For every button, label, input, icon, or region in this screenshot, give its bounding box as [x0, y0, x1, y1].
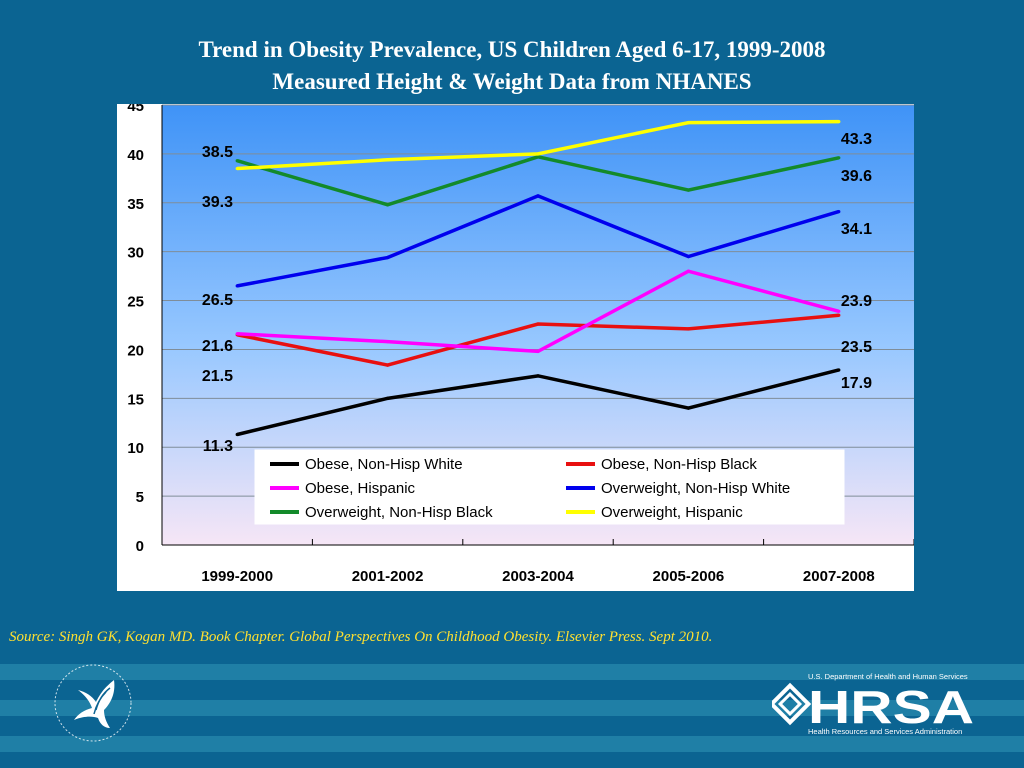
legend-box: [254, 449, 845, 525]
x-tick-label: 2001-2002: [352, 568, 424, 585]
y-tick-label: 35: [127, 196, 144, 213]
data-label: 23.5: [841, 339, 872, 356]
data-point-overweight-non-hisp-white: [686, 254, 691, 259]
y-tick-label: 45: [127, 104, 144, 115]
footer-stripe: [0, 736, 1024, 752]
data-point-obese-hispanic: [536, 349, 540, 353]
legend-label-obese-non-hisp-white: Obese, Non-Hisp White: [305, 456, 463, 473]
data-label: 39.3: [202, 194, 233, 211]
data-point-overweight-non-hisp-white: [837, 209, 841, 214]
x-tick-label: 1999-2000: [201, 568, 273, 585]
data-point-obese-non-hisp-white: [536, 374, 540, 378]
hrsa-logo-wordmark: HRSA: [808, 681, 974, 733]
data-point-obese-non-hisp-black: [686, 327, 691, 331]
data-label: 17.9: [841, 375, 872, 392]
data-point-obese-non-hisp-black: [536, 322, 540, 326]
data-label: 11.3: [203, 438, 233, 455]
data-point-obese-non-hisp-black: [837, 313, 841, 317]
data-point-overweight-hispanic: [837, 120, 841, 124]
data-label: 34.1: [841, 221, 872, 238]
data-point-overweight-non-hisp-black: [686, 188, 691, 192]
data-point-overweight-hispanic: [686, 121, 691, 125]
data-point-obese-hispanic: [686, 269, 691, 273]
data-point-overweight-non-hisp-white: [235, 284, 239, 288]
legend-label-overweight-hispanic: Overweight, Hispanic: [601, 504, 743, 521]
footer-stripe: [0, 664, 1024, 680]
hrsa-knot-icon: [772, 682, 812, 726]
data-point-obese-hispanic: [386, 340, 390, 344]
data-label: 23.9: [841, 293, 872, 310]
obesity-trend-chart: 0 5 10 15 20 25 30 35 40 45 1999-2000 2001-2002 2003…: [127, 104, 914, 585]
data-point-overweight-non-hisp-black: [837, 156, 841, 160]
x-tick-label: 2007-2008: [803, 568, 875, 585]
data-label: 39.6: [841, 168, 872, 185]
data-point-overweight-non-hisp-black: [235, 159, 239, 163]
footer-stripe: [0, 700, 1024, 716]
data-label: 43.3: [841, 131, 872, 148]
hrsa-logo-top-text: U.S. Department of Health and Human Serv…: [808, 672, 968, 681]
y-tick-label: 10: [127, 440, 144, 457]
data-point-overweight-non-hisp-black: [536, 155, 540, 159]
data-point-obese-hispanic: [837, 309, 841, 313]
title-line-2: Measured Height & Weight Data from NHANE…: [272, 69, 752, 94]
data-point-obese-non-hisp-white: [235, 432, 239, 437]
x-tick-label: 2003-2004: [502, 568, 574, 585]
title-line-1: Trend in Obesity Prevalence, US Children…: [198, 37, 826, 62]
data-label: 26.5: [202, 292, 233, 309]
data-label: 21.6: [202, 338, 233, 355]
hhs-eagle-seal-icon: [54, 664, 132, 742]
data-point-obese-non-hisp-white: [386, 396, 390, 400]
data-point-overweight-non-hisp-white: [386, 255, 390, 260]
x-tick-label: 2005-2006: [653, 568, 725, 585]
source-citation: Source: Singh GK, Kogan MD. Book Chapter…: [9, 629, 713, 645]
hrsa-logo-bottom-text: Health Resources and Services Administra…: [808, 727, 962, 736]
chart-panel: 0 5 10 15 20 25 30 35 40 45 1999-2000 2001-2002 2003…: [117, 104, 914, 591]
data-point-obese-non-hisp-black: [386, 363, 390, 367]
y-tick-label: 15: [127, 391, 144, 408]
legend-label-overweight-non-hisp-white: Overweight, Non-Hisp White: [601, 480, 790, 497]
data-point-overweight-hispanic: [386, 158, 390, 162]
data-label: 38.5: [202, 144, 233, 161]
data-point-obese-non-hisp-white: [686, 406, 691, 410]
y-tick-label: 25: [127, 294, 144, 311]
legend-label-obese-non-hisp-black: Obese, Non-Hisp Black: [601, 456, 757, 473]
data-point-overweight-hispanic: [536, 152, 540, 156]
y-tick-label: 40: [127, 147, 144, 164]
data-point-overweight-hispanic: [235, 166, 239, 171]
data-point-overweight-non-hisp-black: [386, 203, 390, 207]
y-tick-label: 30: [127, 245, 144, 262]
y-tick-label: 20: [127, 342, 144, 359]
legend-label-obese-hispanic: Obese, Hispanic: [305, 480, 416, 497]
legend-label-overweight-non-hisp-black: Overweight, Non-Hisp Black: [305, 504, 493, 521]
hrsa-logo: U.S. Department of Health and Human Serv…: [772, 672, 974, 736]
y-tick-label: 5: [136, 489, 144, 506]
data-point-obese-hispanic: [235, 332, 239, 336]
data-label: 21.5: [202, 368, 233, 385]
y-tick-label: 0: [136, 538, 144, 555]
slide-title: Trend in Obesity Prevalence, US Children…: [0, 34, 1024, 98]
data-point-obese-non-hisp-white: [837, 368, 841, 372]
data-point-overweight-non-hisp-white: [536, 194, 540, 198]
